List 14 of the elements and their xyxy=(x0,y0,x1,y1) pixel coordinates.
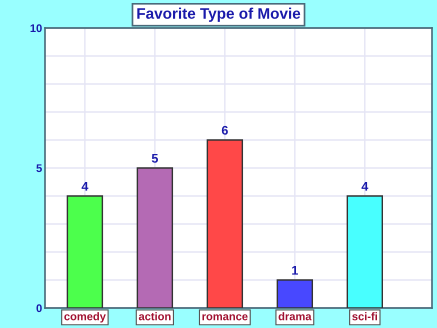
x-tick-label: comedy xyxy=(64,312,106,323)
data-label: 6 xyxy=(222,126,228,135)
y-tick-label: 10 xyxy=(30,24,42,32)
data-label: 5 xyxy=(152,154,158,163)
x-tick-label: sci-fi xyxy=(352,312,377,320)
y-tick-label: 0 xyxy=(36,304,42,312)
x-tick-label: action xyxy=(138,312,171,320)
chart-title: Favorite Type of Movie xyxy=(137,8,300,22)
x-tick-label: romance xyxy=(202,314,248,320)
y-tick-label: 5 xyxy=(36,164,42,172)
data-label: 1 xyxy=(292,266,298,275)
data-label: 4 xyxy=(82,182,88,191)
data-label: 4 xyxy=(362,182,368,191)
x-tick-label: drama xyxy=(278,312,312,320)
